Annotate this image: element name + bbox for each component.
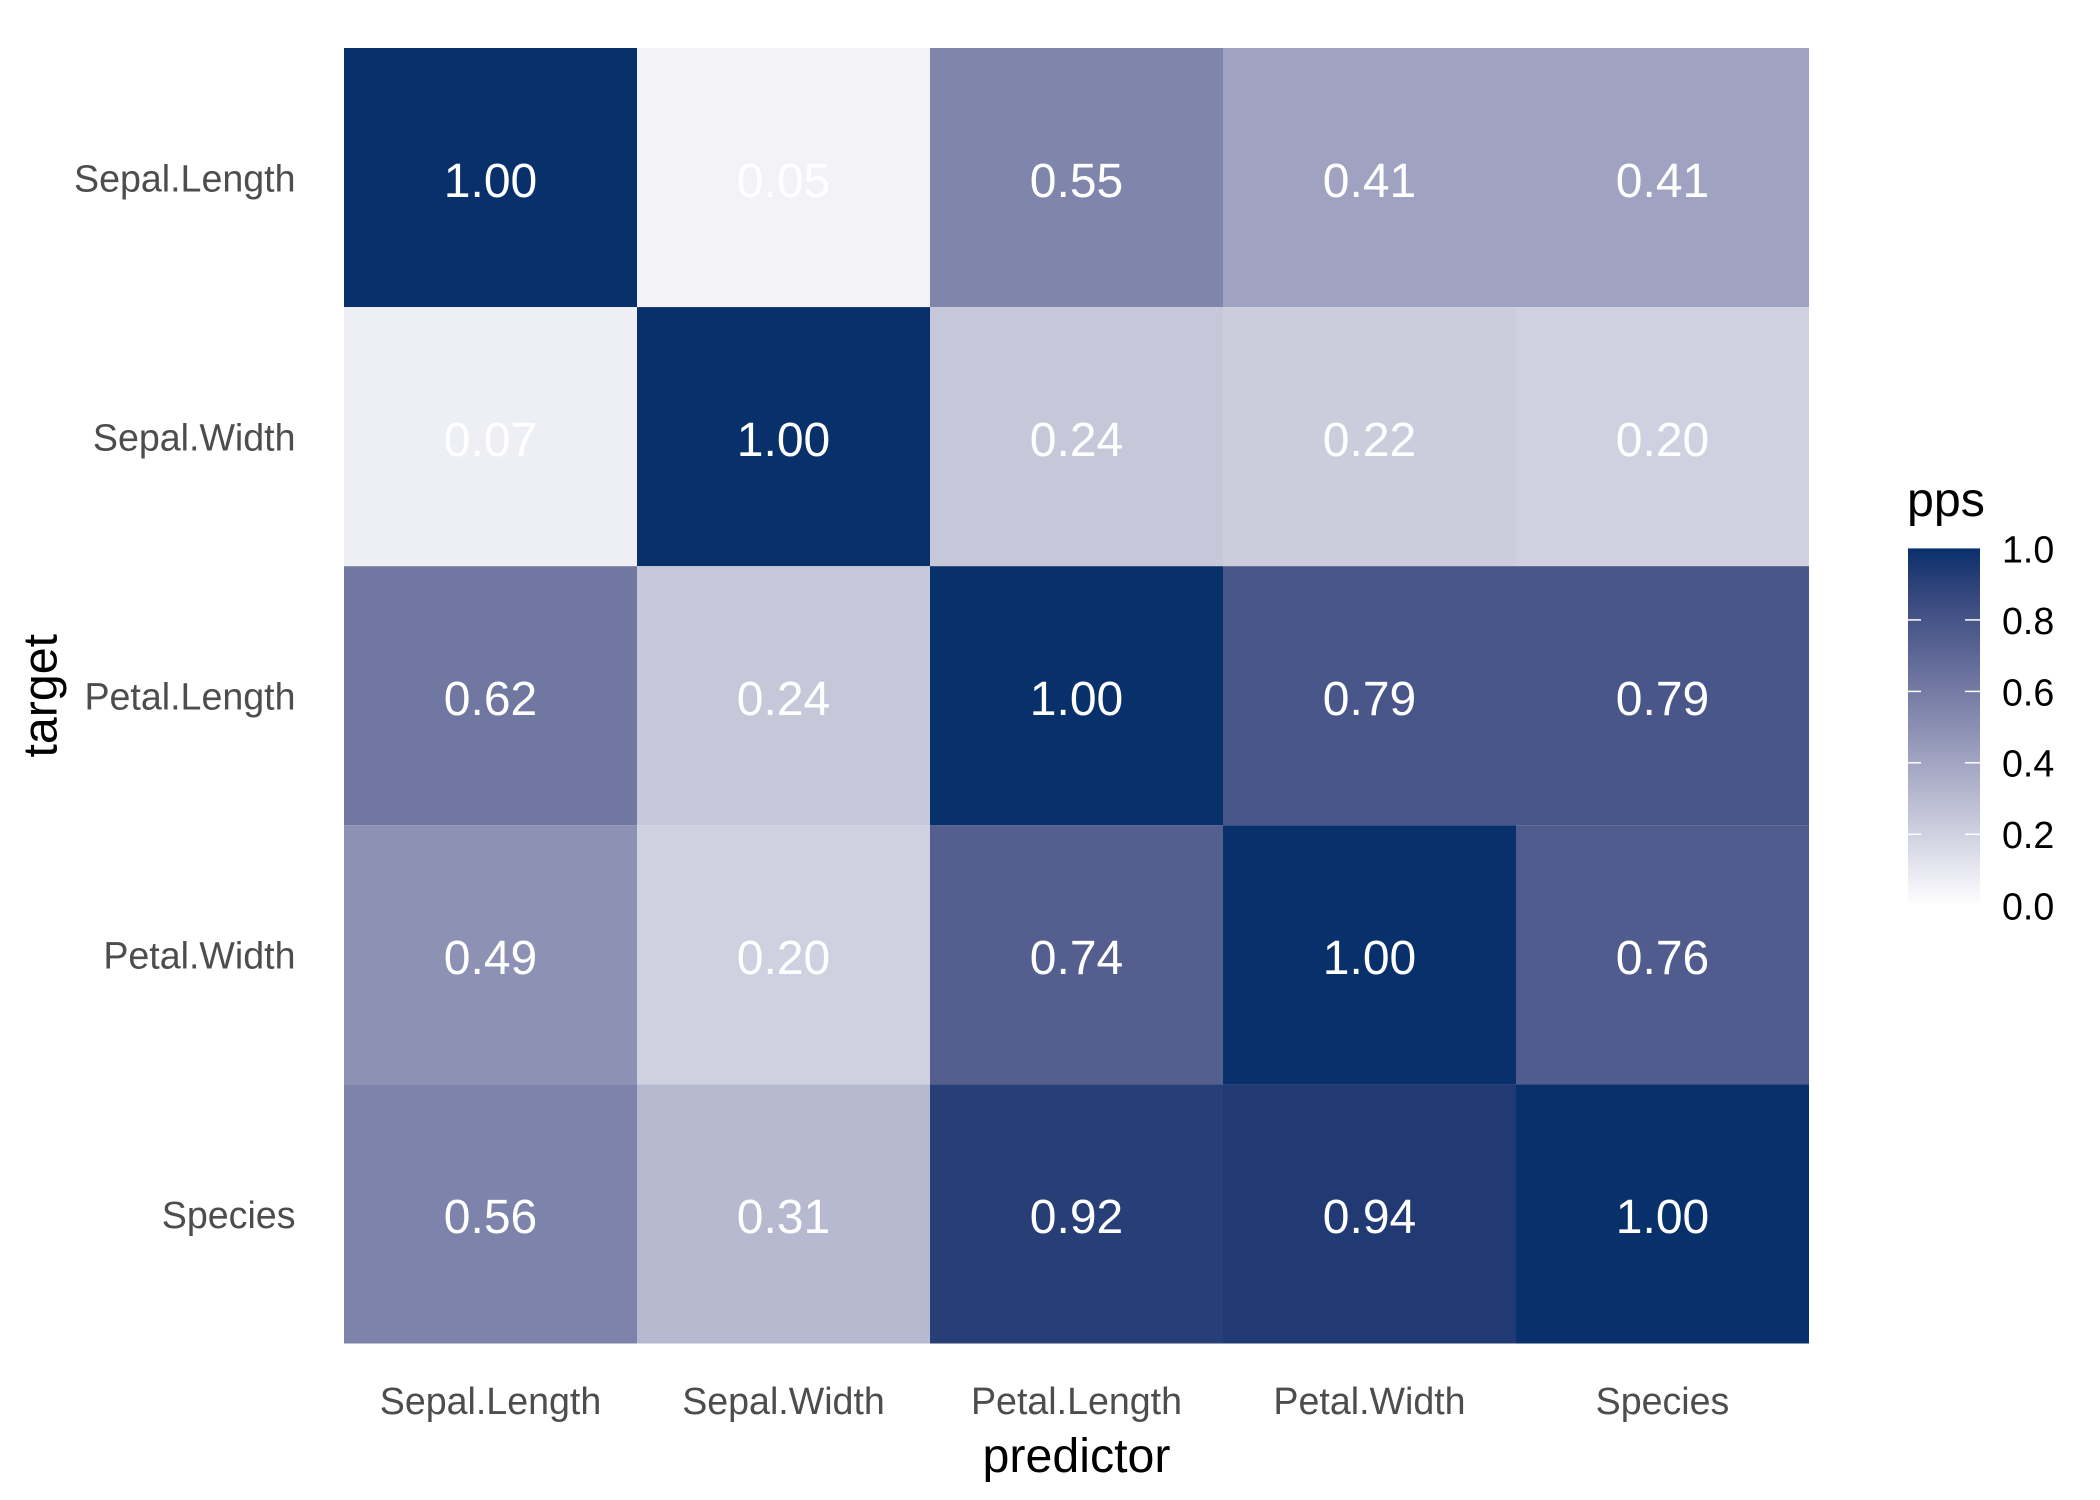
- svg-text:Sepal.Length: Sepal.Length: [74, 157, 296, 199]
- svg-text:0.41: 0.41: [1323, 155, 1416, 208]
- svg-text:0.55: 0.55: [1030, 155, 1123, 208]
- svg-text:1.00: 1.00: [1030, 673, 1123, 726]
- svg-text:Sepal.Width: Sepal.Width: [93, 417, 296, 459]
- svg-text:1.00: 1.00: [737, 414, 830, 467]
- svg-text:0.41: 0.41: [1616, 155, 1709, 208]
- svg-text:0.76: 0.76: [1616, 932, 1709, 985]
- svg-text:0.20: 0.20: [737, 932, 830, 985]
- svg-text:Sepal.Length: Sepal.Length: [380, 1380, 602, 1422]
- svg-text:0.31: 0.31: [737, 1191, 830, 1244]
- svg-text:0.8: 0.8: [2002, 600, 2054, 642]
- svg-text:0.49: 0.49: [444, 932, 537, 985]
- svg-text:0.0: 0.0: [2002, 886, 2054, 928]
- svg-text:0.6: 0.6: [2002, 671, 2054, 713]
- svg-text:Petal.Width: Petal.Width: [1273, 1380, 1465, 1422]
- svg-text:Petal.Width: Petal.Width: [103, 935, 295, 977]
- svg-text:Sepal.Width: Sepal.Width: [682, 1380, 885, 1422]
- svg-text:0.05: 0.05: [737, 155, 830, 208]
- svg-text:1.00: 1.00: [1616, 1191, 1709, 1244]
- svg-text:0.92: 0.92: [1030, 1191, 1123, 1244]
- svg-text:0.22: 0.22: [1323, 414, 1416, 467]
- svg-text:Petal.Length: Petal.Length: [84, 676, 295, 718]
- svg-text:Species: Species: [1596, 1380, 1730, 1422]
- svg-text:0.24: 0.24: [1030, 414, 1123, 467]
- svg-text:predictor: predictor: [983, 1429, 1171, 1483]
- svg-text:pps: pps: [1907, 473, 1985, 527]
- svg-text:0.56: 0.56: [444, 1191, 537, 1244]
- svg-text:0.4: 0.4: [2002, 743, 2054, 785]
- svg-text:0.94: 0.94: [1323, 1191, 1416, 1244]
- svg-text:0.79: 0.79: [1323, 673, 1416, 726]
- svg-text:0.62: 0.62: [444, 673, 537, 726]
- svg-text:target: target: [14, 633, 68, 757]
- svg-text:1.00: 1.00: [444, 155, 537, 208]
- svg-text:0.79: 0.79: [1616, 673, 1709, 726]
- svg-text:0.07: 0.07: [444, 414, 537, 467]
- svg-text:1.00: 1.00: [1323, 932, 1416, 985]
- svg-text:Species: Species: [162, 1194, 296, 1236]
- svg-text:0.24: 0.24: [737, 673, 830, 726]
- svg-text:0.2: 0.2: [2002, 814, 2054, 856]
- svg-text:1.0: 1.0: [2002, 528, 2054, 570]
- svg-text:0.74: 0.74: [1030, 932, 1123, 985]
- svg-text:Petal.Length: Petal.Length: [971, 1380, 1182, 1422]
- svg-text:0.20: 0.20: [1616, 414, 1709, 467]
